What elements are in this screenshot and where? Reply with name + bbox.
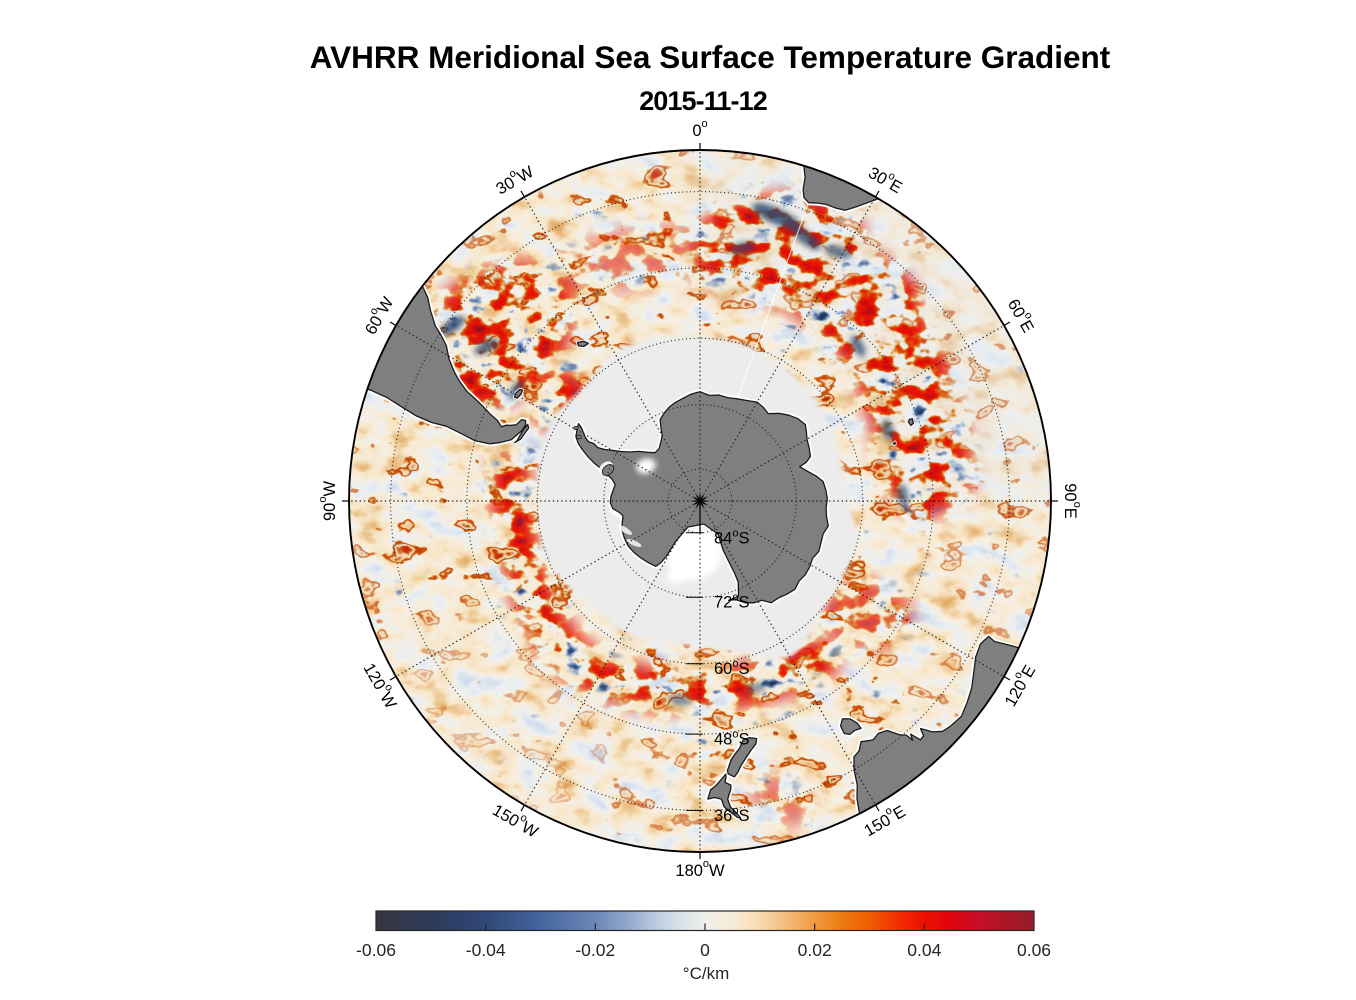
svg-text:0: 0 — [700, 940, 710, 960]
svg-text:°C/km: °C/km — [683, 964, 729, 983]
svg-text:0.04: 0.04 — [907, 940, 941, 960]
svg-text:84oS: 84oS — [714, 527, 750, 547]
svg-text:0o: 0o — [692, 118, 707, 140]
svg-text:30oE: 30oE — [865, 160, 907, 197]
svg-text:36oS: 36oS — [714, 805, 750, 825]
svg-text:90oW: 90oW — [317, 481, 339, 521]
svg-text:60oW: 60oW — [358, 292, 397, 338]
svg-text:0.02: 0.02 — [798, 940, 832, 960]
svg-text:72oS: 72oS — [714, 592, 750, 612]
svg-text:0.06: 0.06 — [1017, 940, 1051, 960]
svg-text:90oE: 90oE — [1061, 483, 1083, 519]
svg-text:30oW: 30oW — [491, 159, 537, 198]
svg-text:60oE: 60oE — [1004, 294, 1041, 336]
svg-text:-0.06: -0.06 — [356, 940, 396, 960]
svg-text:60oS: 60oS — [714, 658, 750, 678]
svg-text:180oW: 180oW — [675, 858, 725, 880]
svg-text:-0.04: -0.04 — [466, 940, 506, 960]
svg-text:2015-11-12: 2015-11-12 — [639, 86, 767, 116]
svg-text:48oS: 48oS — [714, 729, 750, 749]
svg-text:-0.02: -0.02 — [575, 940, 615, 960]
svg-text:AVHRR Meridional Sea Surface T: AVHRR Meridional Sea Surface Temperature… — [310, 39, 1111, 75]
